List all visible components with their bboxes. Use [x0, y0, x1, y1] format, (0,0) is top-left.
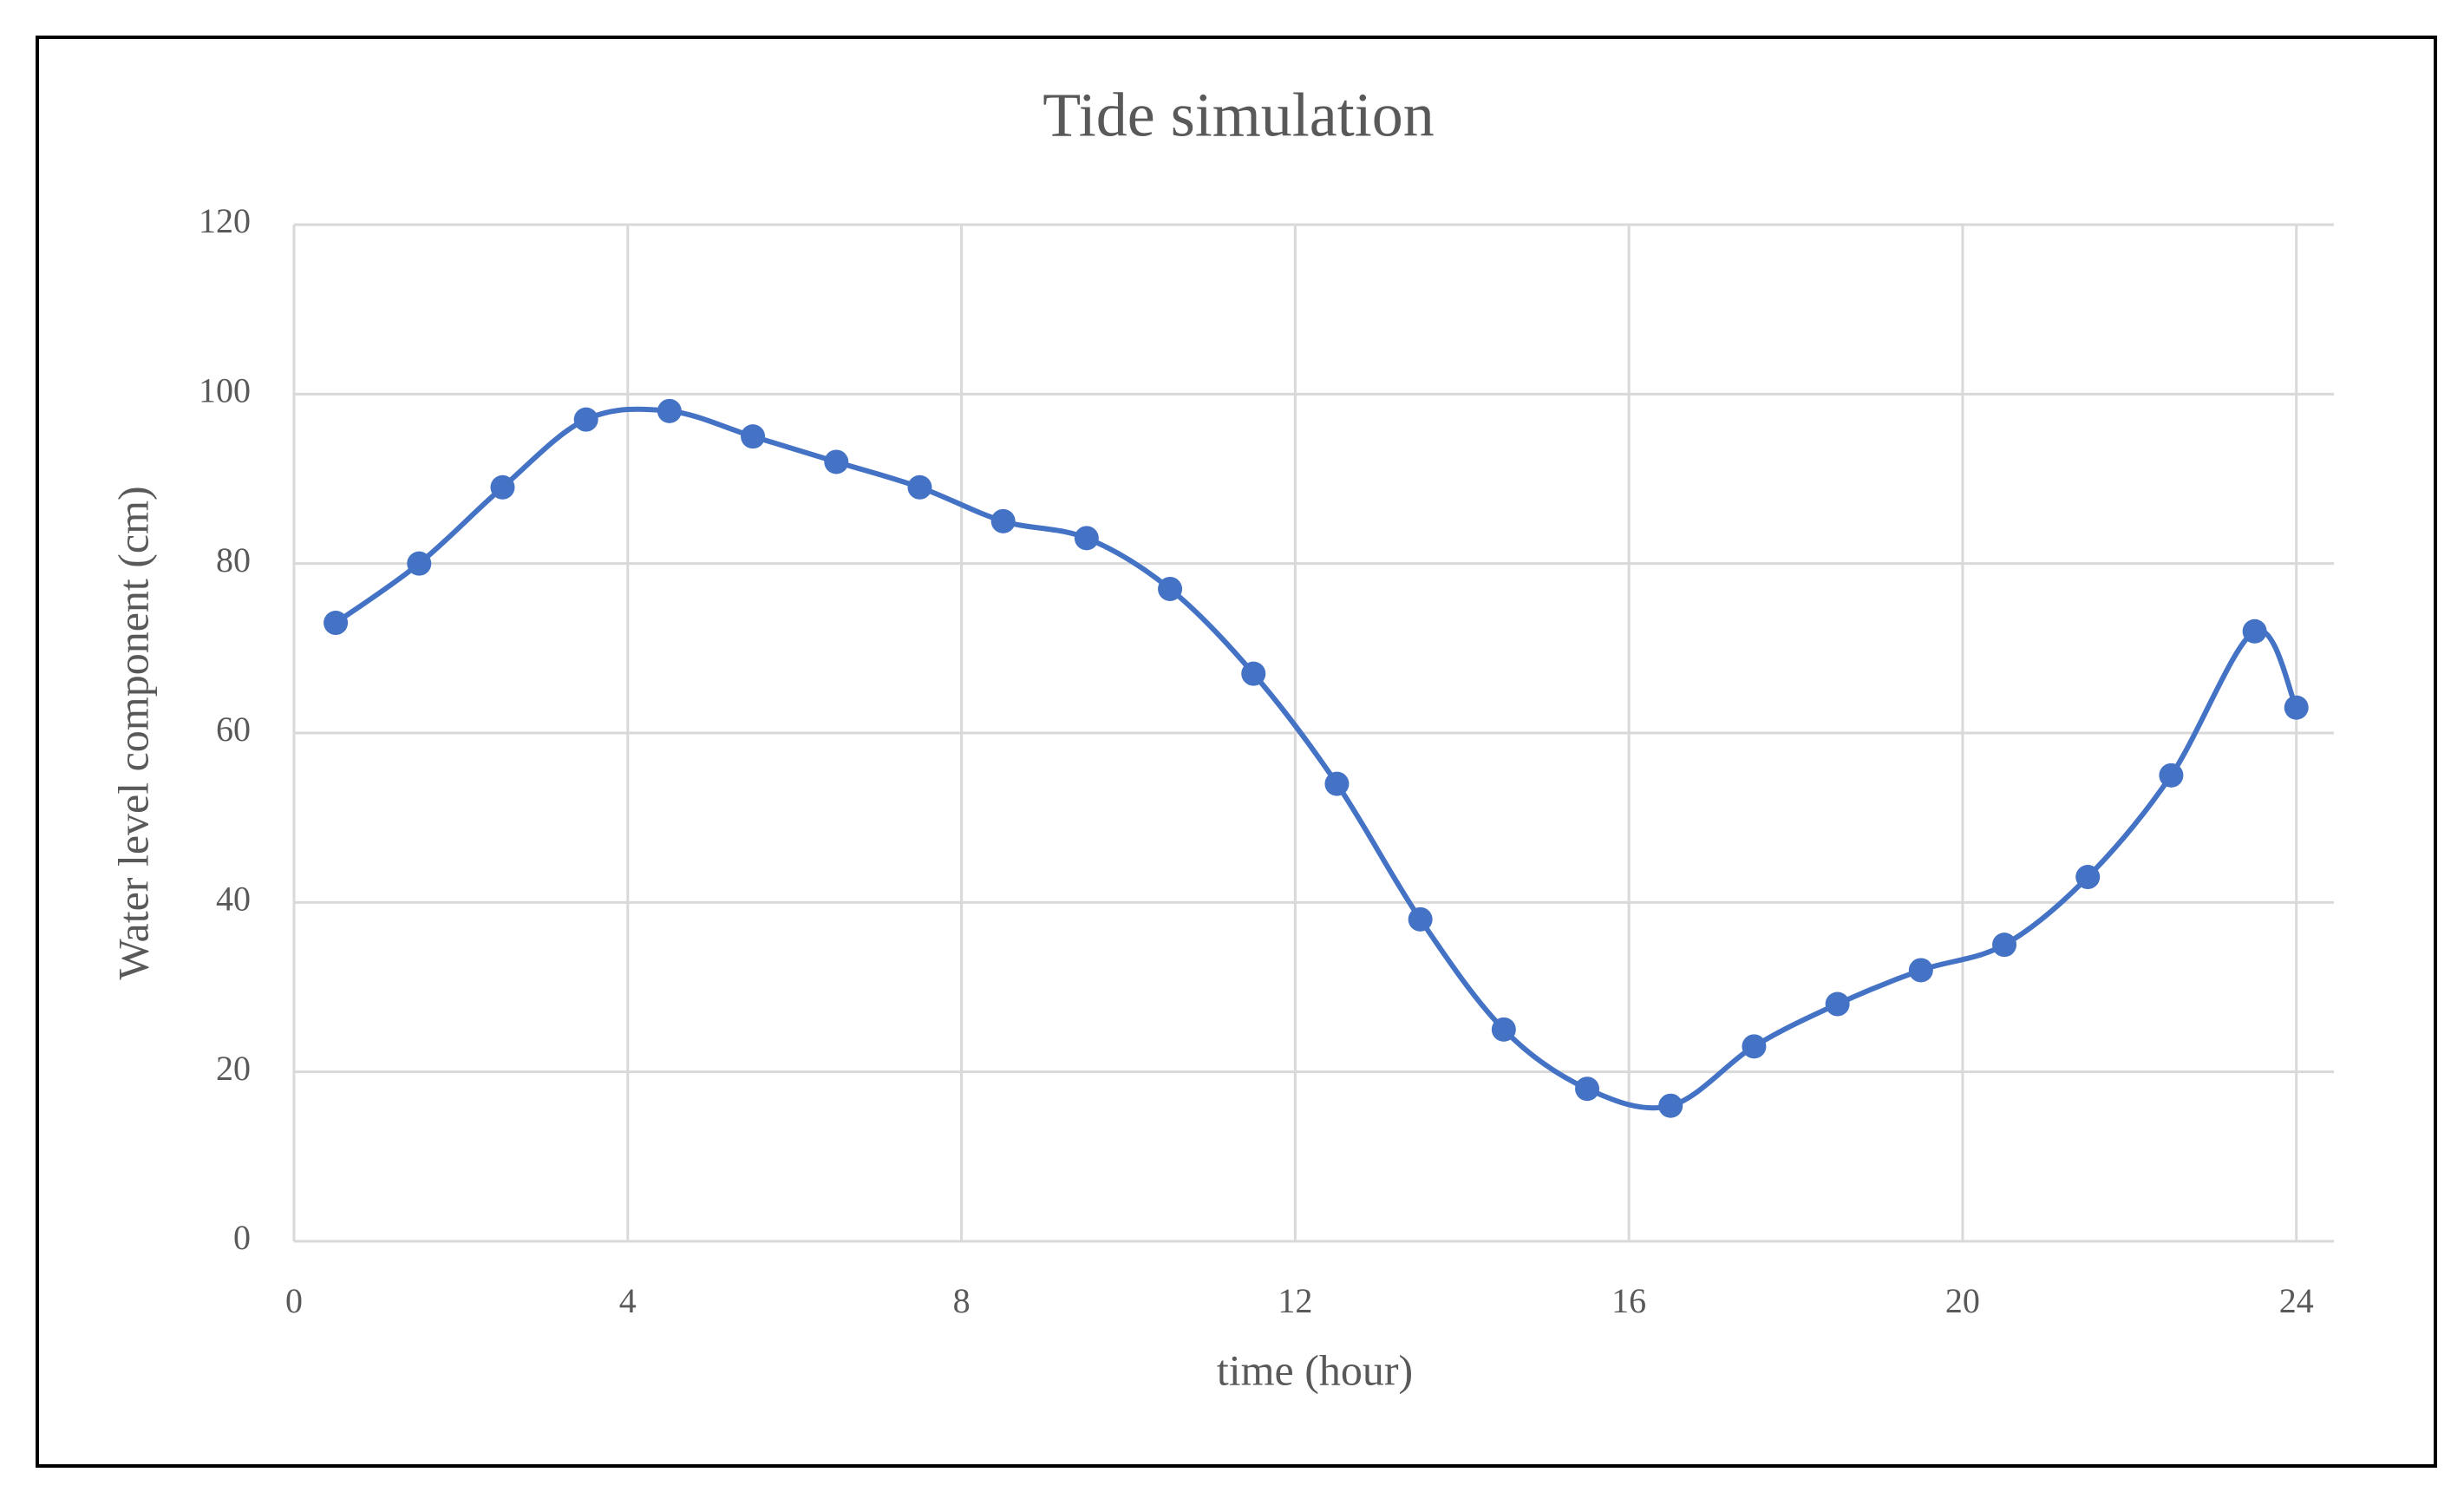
data-point	[824, 449, 849, 474]
data-point	[657, 398, 682, 423]
data-point	[2284, 695, 2309, 720]
data-point	[407, 551, 432, 576]
y-tick-label: 80	[216, 540, 251, 579]
x-tick-label: 24	[2279, 1281, 2314, 1320]
data-point	[1158, 576, 1183, 601]
data-point	[1908, 958, 1933, 983]
data-point	[1575, 1076, 1600, 1102]
y-tick-label: 100	[199, 371, 251, 410]
y-tick-label: 60	[216, 710, 251, 749]
data-point	[1742, 1034, 1767, 1059]
data-point	[1992, 932, 2017, 958]
data-point	[573, 407, 598, 432]
x-tick-label: 16	[1611, 1281, 1646, 1320]
data-point	[741, 424, 766, 449]
data-point	[1074, 526, 1099, 551]
x-tick-label: 8	[953, 1281, 971, 1320]
chart-title: Tide simulation	[1042, 81, 1434, 150]
data-point	[490, 474, 515, 500]
data-point	[2159, 762, 2184, 788]
y-tick-label: 120	[199, 201, 251, 240]
x-tick-label: 0	[285, 1281, 303, 1320]
data-point	[1408, 906, 1433, 932]
chart-border	[36, 36, 2437, 1468]
data-point	[990, 508, 1016, 533]
data-point	[907, 474, 932, 500]
x-tick-label: 4	[619, 1281, 637, 1320]
data-point	[2075, 865, 2101, 890]
y-axis-title: Water level component (cm)	[108, 486, 157, 979]
data-point	[2242, 618, 2267, 644]
data-point	[1241, 661, 1266, 686]
y-tick-label: 40	[216, 880, 251, 919]
data-point	[1658, 1093, 1683, 1118]
data-point	[1324, 771, 1350, 796]
data-point	[1491, 1017, 1516, 1042]
y-tick-label: 0	[233, 1218, 251, 1257]
data-point	[1825, 991, 1850, 1017]
x-axis-title: time (hour)	[1217, 1345, 1413, 1394]
x-tick-label: 12	[1278, 1281, 1312, 1320]
y-tick-label: 20	[216, 1049, 251, 1088]
data-point	[324, 611, 349, 636]
x-tick-label: 20	[1945, 1281, 1980, 1320]
